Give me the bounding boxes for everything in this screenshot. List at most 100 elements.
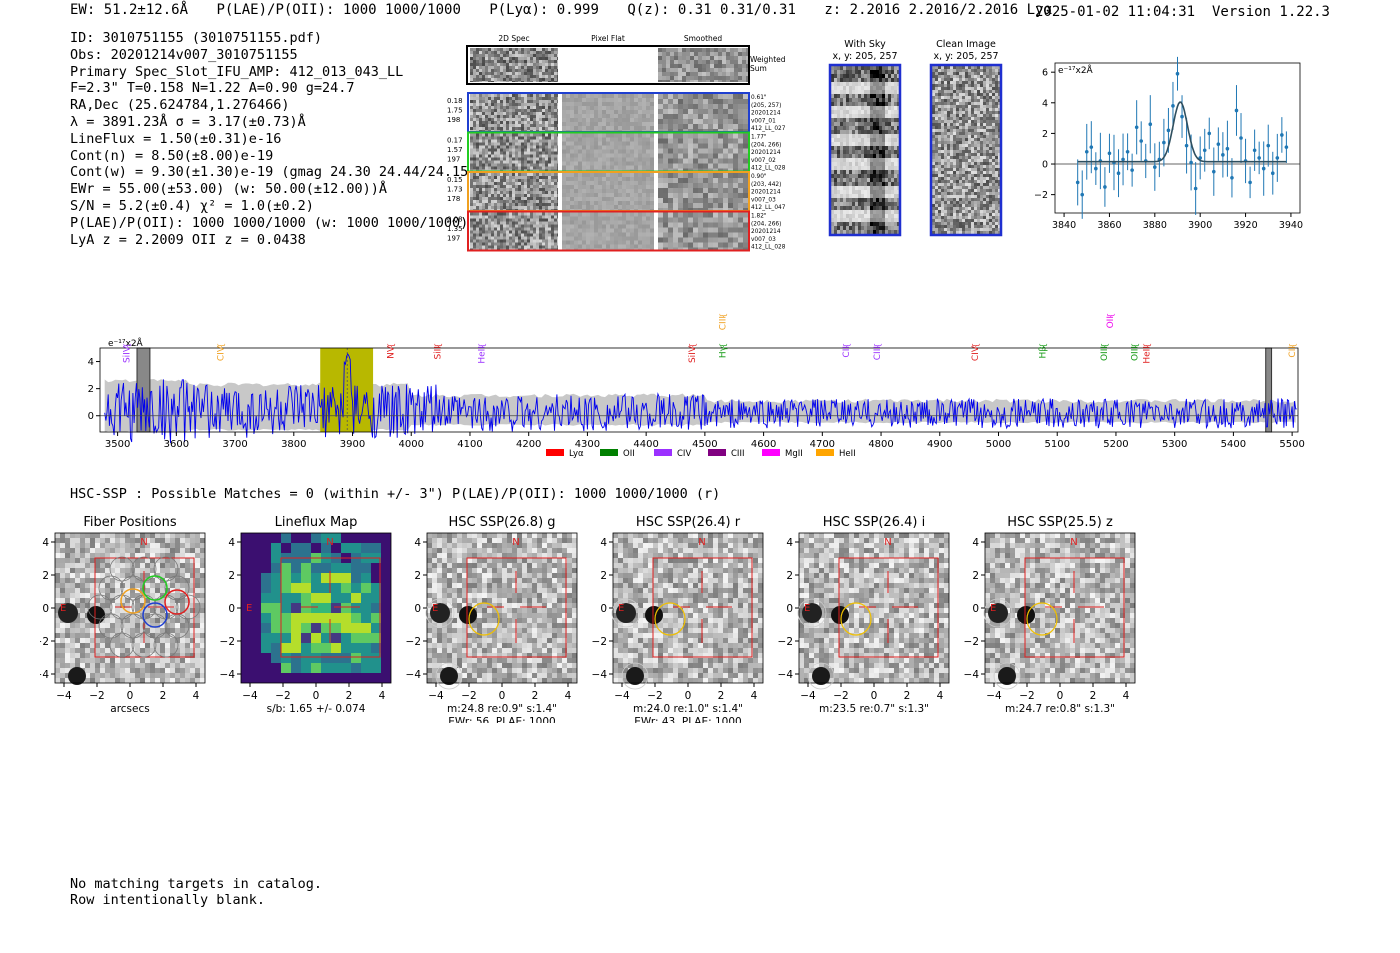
full-spectrum-plot: 3500 3600 3700 3800 3900 4000 4100 4200 4300 4400… — [88, 313, 1305, 459]
pixel — [885, 134, 888, 138]
pixel — [873, 86, 876, 90]
pixel — [834, 126, 837, 130]
line-label: SiIV{ — [688, 343, 698, 363]
pixel — [381, 643, 391, 653]
pixel — [849, 78, 852, 82]
pixel — [882, 90, 885, 94]
pixel — [843, 90, 846, 94]
pixel — [837, 194, 840, 198]
pixel — [861, 158, 864, 162]
fiber-stat: 1.35 — [447, 225, 463, 233]
pixel — [301, 543, 311, 553]
pixel — [849, 118, 852, 122]
pixel — [281, 643, 291, 653]
pixel — [371, 633, 381, 643]
pixel — [831, 214, 834, 218]
pixel — [855, 222, 858, 226]
pixel — [867, 178, 870, 182]
pixel — [879, 218, 882, 222]
pixel — [864, 214, 867, 218]
pixel — [867, 202, 870, 206]
pixel — [897, 162, 900, 166]
x-tick-label: 0 — [499, 690, 506, 702]
pixel — [864, 70, 867, 74]
pixel — [852, 78, 855, 82]
y-tick-label: 2 — [42, 570, 49, 582]
pixel — [888, 110, 891, 114]
sky-noise — [427, 533, 577, 683]
pixel — [894, 82, 897, 86]
pixel — [852, 158, 855, 162]
pixel — [852, 138, 855, 142]
pixel — [831, 94, 834, 98]
pixel — [843, 122, 846, 126]
thumbnail-image — [613, 533, 763, 685]
pixel — [894, 158, 897, 162]
pixel — [341, 543, 351, 553]
pixel — [281, 593, 291, 603]
pixel — [879, 214, 882, 218]
pixel — [873, 82, 876, 86]
pixel — [870, 222, 873, 226]
pixel — [852, 182, 855, 186]
pixel — [861, 230, 864, 234]
fiber-meta: v007_02 — [751, 158, 776, 164]
pixel — [301, 563, 311, 573]
pixel — [831, 66, 834, 70]
thumbnail-title: HSC SSP(26.4) i — [823, 515, 925, 530]
pixel — [882, 202, 885, 206]
pixel — [271, 663, 281, 673]
pixel — [864, 190, 867, 194]
pixel — [840, 102, 843, 106]
pixel — [855, 230, 858, 234]
fiber-meta: 20201214 — [751, 229, 781, 235]
pixel — [852, 162, 855, 166]
pixel — [897, 146, 900, 150]
pixel — [873, 70, 876, 74]
pixel — [882, 114, 885, 118]
pixel — [351, 583, 361, 593]
pixel — [361, 533, 371, 543]
pixel — [341, 653, 351, 663]
line-label: Hβ{ — [1039, 343, 1049, 359]
east-label: E — [246, 603, 252, 614]
pixel — [882, 190, 885, 194]
pixel — [861, 214, 864, 218]
pixel — [834, 106, 837, 110]
pixel — [858, 70, 861, 74]
pixel — [864, 226, 867, 230]
y-tick-label: 0 — [228, 603, 235, 615]
pixel — [351, 563, 361, 573]
pixel — [894, 198, 897, 202]
pixel — [858, 154, 861, 158]
pixel — [291, 653, 301, 663]
pixel — [891, 166, 894, 170]
sky-noise — [613, 533, 763, 683]
x-tick-label: 3900 — [1188, 220, 1212, 231]
pixel — [858, 222, 861, 226]
pixel — [861, 86, 864, 90]
pixel — [840, 94, 843, 98]
pixel — [831, 126, 834, 130]
x-tick-label: 3880 — [1143, 220, 1167, 231]
fiber-smoothed — [658, 212, 748, 250]
fiber-meta: 412_LL_028 — [751, 245, 786, 251]
pixel — [861, 98, 864, 102]
pixel — [843, 82, 846, 86]
pixel — [837, 146, 840, 150]
data-point — [1257, 156, 1261, 160]
pixel — [840, 114, 843, 118]
pixel — [834, 110, 837, 114]
fiber-pixel-flat — [562, 212, 654, 250]
pixel — [870, 90, 873, 94]
line-label: HeII{ — [1142, 343, 1152, 364]
x-tick-label: −2 — [1019, 690, 1034, 702]
pixel — [291, 673, 301, 683]
legend-label: CIV — [677, 449, 691, 459]
pixel — [867, 142, 870, 146]
pixel — [879, 178, 882, 182]
pixel — [834, 186, 837, 190]
line-label-brace: { — [1039, 343, 1048, 348]
pixel — [843, 186, 846, 190]
